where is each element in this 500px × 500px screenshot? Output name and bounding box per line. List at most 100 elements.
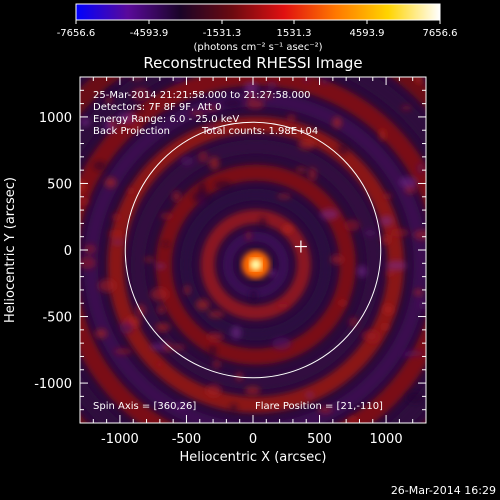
noise-blob [94, 328, 108, 339]
noise-blob [183, 284, 191, 296]
noise-blob [413, 289, 424, 296]
noise-blob [382, 303, 394, 316]
noise-blob [379, 128, 386, 142]
noise-blob [404, 350, 424, 357]
noise-blob [149, 343, 166, 350]
noise-blob [131, 87, 151, 102]
energy-range-text: Energy Range: 6.0 - 25.0 keV [93, 114, 239, 125]
colorbar-tick-marks [75, 20, 441, 24]
noise-blob [162, 342, 172, 353]
noise-blob [209, 156, 220, 170]
noise-blob [172, 77, 185, 83]
noise-blob [361, 330, 377, 341]
noise-blob [276, 193, 292, 199]
y-tick-label: -500 [42, 311, 72, 326]
x-axis-label: Heliocentric X (arcsec) [180, 450, 327, 465]
colorbar-tick-label: 4593.9 [350, 28, 385, 39]
ring-band [130, 139, 381, 390]
noise-blob [83, 244, 97, 254]
colorbar: -7656.6 -4593.9 -1531.3 1531.3 4593.9 76… [57, 3, 458, 53]
noise-blob [144, 257, 155, 262]
noise-blob [111, 213, 121, 222]
noise-blob [298, 138, 316, 150]
noise-blob [176, 402, 191, 409]
flare-position-text: Flare Position = [21,-110] [255, 401, 383, 412]
noise-blob [155, 362, 164, 367]
spin-axis-text: Spin Axis = [360,26] [93, 401, 196, 412]
noise-blob [127, 187, 135, 195]
noise-blob [155, 322, 171, 331]
noise-blob [271, 337, 292, 351]
noise-blob [204, 105, 219, 112]
noise-blob [162, 241, 170, 247]
noise-blob [348, 415, 357, 423]
noise-blob [244, 386, 261, 395]
noise-blob [157, 304, 166, 315]
x-tick-label: -1000 [101, 432, 139, 447]
noise-blob [80, 117, 91, 127]
colorbar-gradient [75, 3, 441, 21]
noise-blob [418, 299, 426, 311]
noise-blob [104, 177, 117, 188]
chart-title: Reconstructed RHESSI Image [143, 54, 362, 72]
time-range-text: 25-Mar-2014 21:21:58.000 to 21:27:58.000 [93, 90, 311, 101]
noise-blob [105, 88, 118, 99]
noise-blob [206, 332, 224, 342]
noise-blob [246, 99, 265, 110]
noise-blob [406, 391, 425, 404]
noise-blob [268, 269, 277, 278]
noise-blob [413, 229, 426, 240]
y-axis-label: Heliocentric Y (arcsec) [3, 177, 18, 323]
noise-blob [385, 270, 393, 277]
noise-blob [330, 254, 344, 265]
noise-blob [229, 403, 239, 412]
noise-blob [114, 348, 133, 355]
flare-source-core [249, 258, 262, 271]
noise-blob [348, 316, 359, 327]
noise-blob [386, 260, 407, 271]
noise-blob [119, 320, 134, 335]
noise-blob [80, 180, 86, 193]
y-tick-label: 500 [47, 177, 72, 192]
noise-blob [197, 150, 209, 163]
colorbar-tick-label: -7656.6 [57, 28, 96, 39]
plot-timestamp: 26-Mar-2014 16:29 [391, 484, 496, 497]
noise-blob [338, 299, 347, 306]
noise-blob [400, 105, 412, 111]
noise-blobs [80, 77, 426, 423]
noise-blob [128, 106, 143, 114]
colorbar-unit-label: (photons cm⁻² s⁻¹ asec⁻²) [193, 42, 322, 53]
noise-blob [332, 116, 342, 129]
noise-blob [364, 229, 377, 237]
noise-blob [93, 161, 107, 171]
spin-axis-marker [294, 240, 307, 253]
noise-blob [380, 215, 394, 227]
noise-blob [266, 81, 278, 90]
colorbar-tick-label: 1531.3 [277, 28, 312, 39]
noise-blob [344, 219, 360, 232]
noise-blob [318, 406, 333, 414]
colorbar-tick-label: -4593.9 [130, 28, 169, 39]
noise-blob [212, 360, 222, 368]
noise-blob [208, 310, 225, 318]
noise-blob [382, 192, 393, 200]
method-text: Back Projection [93, 126, 170, 137]
y-tick-label: -1000 [34, 377, 72, 392]
noise-blob [98, 278, 117, 293]
noise-blob [245, 90, 256, 100]
noise-blob [422, 78, 426, 86]
noise-blob [260, 92, 274, 98]
total-counts-text: Total counts: 1.98E+04 [201, 126, 318, 137]
axis-tick-marks [80, 77, 426, 423]
noise-blob [320, 208, 339, 220]
colorbar-tick-label: -1531.3 [203, 28, 242, 39]
noise-blob [258, 216, 267, 230]
y-tick-label: 1000 [39, 111, 72, 126]
noise-blob [160, 212, 174, 220]
noise-blob [245, 230, 252, 241]
noise-blob [171, 190, 182, 203]
ring-band [200, 209, 311, 320]
noise-blob [80, 256, 97, 270]
y-tick-label: 0 [64, 244, 72, 259]
